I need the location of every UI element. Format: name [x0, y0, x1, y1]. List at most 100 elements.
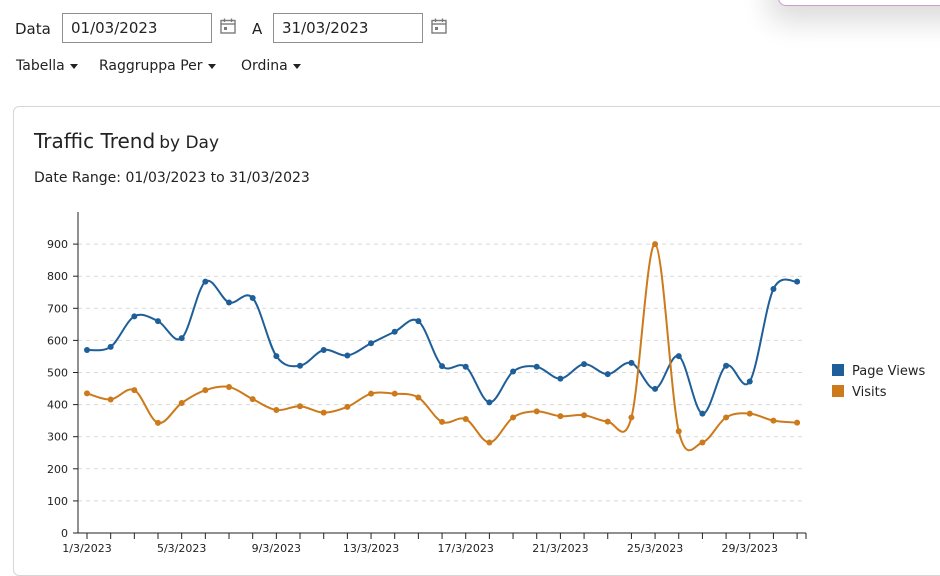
date-to-input[interactable] — [273, 13, 423, 43]
page-views-point — [415, 318, 422, 325]
visits-point — [391, 390, 398, 397]
visits-legend-label: Visits — [852, 385, 887, 400]
visits-point — [249, 396, 256, 403]
visits-point — [178, 399, 185, 406]
page-views-point — [486, 399, 493, 406]
table-menu-button[interactable]: Tabella — [16, 58, 78, 74]
page-views-point — [226, 299, 233, 306]
caret-down-icon — [69, 64, 78, 69]
visits-legend-swatch — [832, 385, 844, 397]
y-tick-label: 500 — [47, 367, 68, 380]
traffic-trend-chart: 0 100 200 300 400 500 600 700 800 900 1/3/2023 5/3/… — [47, 212, 925, 555]
page-views-point — [699, 410, 706, 417]
page-views-point — [391, 328, 398, 335]
chart-title-main: Traffic Trend — [34, 129, 156, 153]
page-views-point — [249, 295, 256, 302]
visits-line — [86, 243, 798, 452]
visits-point — [770, 417, 777, 424]
sort-menu-label: Ordina — [241, 58, 288, 74]
visits-point — [794, 419, 801, 426]
calendar-icon[interactable] — [430, 17, 448, 35]
sort-menu-button[interactable]: Ordina — [241, 58, 301, 74]
visits-point — [533, 408, 540, 415]
page-views-point — [84, 347, 90, 354]
page-views-point — [510, 368, 517, 375]
page-views-point — [131, 313, 138, 320]
visits-point — [107, 396, 114, 403]
chart-title-sub: by Day — [159, 133, 220, 153]
visits-point — [297, 403, 304, 410]
visits-point — [699, 439, 706, 446]
visits-point — [320, 409, 327, 416]
page-views-point — [273, 353, 280, 360]
page-views-point — [320, 347, 327, 354]
page-views-line — [86, 278, 798, 415]
caret-down-icon — [207, 64, 216, 69]
x-tick-label: 25/3/2023 — [627, 542, 683, 555]
page-views-point — [723, 362, 730, 369]
page-views-point — [107, 343, 114, 350]
group-by-menu-button[interactable]: Raggruppa Per — [99, 58, 216, 74]
visits-point — [273, 407, 280, 414]
visits-point — [415, 394, 422, 401]
x-tick-label: 5/3/2023 — [157, 542, 206, 555]
y-tick-label: 900 — [47, 238, 68, 251]
visits-point — [723, 414, 730, 421]
chart-title: Traffic Trend by Day — [34, 129, 219, 153]
x-tick-label: 17/3/2023 — [438, 542, 494, 555]
visits-point — [439, 418, 446, 425]
page-views-point — [675, 353, 682, 360]
page-views-point — [462, 363, 469, 370]
page-views-point — [604, 371, 611, 378]
filter-bar: Data A Tabella Raggruppa Per Ordina — [0, 0, 940, 104]
y-tick-label: 400 — [47, 399, 68, 412]
y-tick-label: 700 — [47, 302, 68, 315]
visits-point — [581, 412, 588, 419]
page-views-point — [794, 278, 801, 285]
x-tick-label: 1/3/2023 — [62, 542, 111, 555]
calendar-icon[interactable] — [219, 17, 237, 35]
y-tick-label: 800 — [47, 270, 68, 283]
date-range-text: Date Range: 01/03/2023 to 31/03/2023 — [34, 170, 310, 186]
visits-point — [155, 419, 162, 426]
visits-point — [344, 403, 351, 410]
page-views-point — [202, 278, 209, 285]
visits-point — [226, 383, 233, 390]
visits-point — [202, 387, 209, 394]
visits-point — [604, 418, 611, 425]
page-views-point — [178, 335, 185, 342]
y-tick-label: 300 — [47, 431, 68, 444]
caret-down-icon — [292, 64, 301, 69]
page-views-point — [557, 375, 564, 382]
x-tick-label: 29/3/2023 — [722, 542, 778, 555]
visits-point — [557, 413, 564, 420]
table-menu-label: Tabella — [16, 58, 65, 74]
visits-point — [131, 387, 138, 394]
y-tick-label: 200 — [47, 463, 68, 476]
page-views-point — [581, 361, 588, 368]
page-views-point — [368, 340, 375, 347]
page-views-point — [628, 359, 635, 366]
group-by-menu-label: Raggruppa Per — [99, 58, 203, 74]
visits-point — [368, 390, 375, 397]
chart-card — [13, 106, 940, 576]
visits-point — [746, 410, 753, 417]
visits-point — [652, 241, 659, 248]
visits-point — [84, 390, 90, 397]
page-views-point — [439, 363, 446, 370]
visits-point — [486, 439, 493, 446]
page-views-point — [344, 352, 351, 359]
x-tick-label: 21/3/2023 — [532, 542, 588, 555]
date-to-label: A — [252, 20, 263, 38]
x-tick-label: 13/3/2023 — [343, 542, 399, 555]
page-views-point — [155, 318, 162, 325]
page-views-point — [533, 363, 540, 370]
page-views-legend-label: Page Views — [852, 364, 925, 379]
x-tick-label: 9/3/2023 — [252, 542, 301, 555]
date-from-input[interactable] — [62, 13, 212, 43]
visits-point — [675, 428, 682, 435]
page-views-point — [770, 286, 777, 293]
page-views-point — [297, 362, 304, 369]
page-views-legend-swatch — [832, 364, 844, 376]
y-tick-label: 100 — [47, 495, 68, 508]
